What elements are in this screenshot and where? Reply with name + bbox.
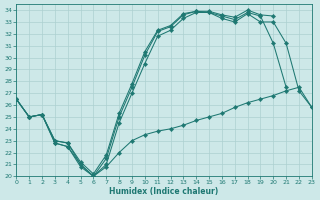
X-axis label: Humidex (Indice chaleur): Humidex (Indice chaleur) xyxy=(109,187,219,196)
